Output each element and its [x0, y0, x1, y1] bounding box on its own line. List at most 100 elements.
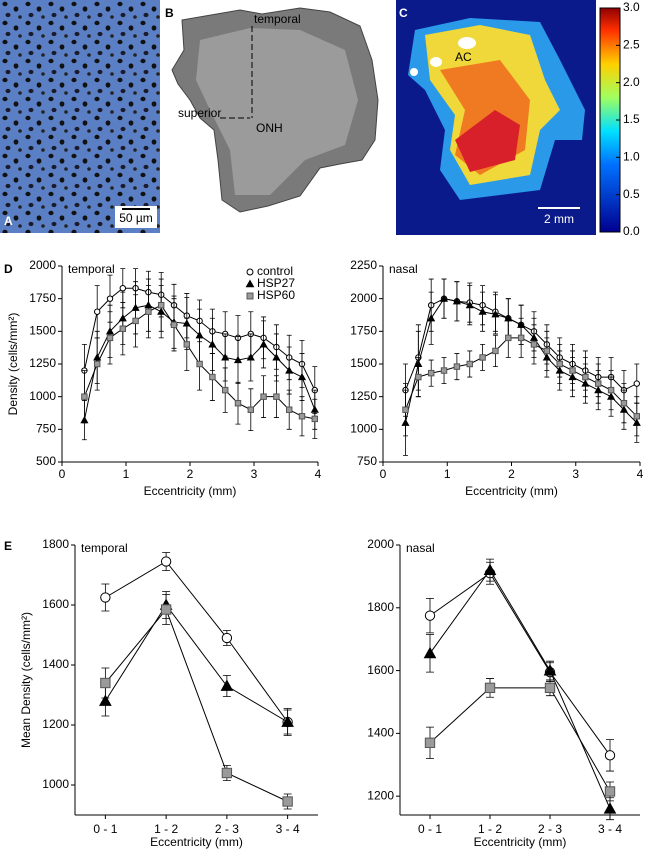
colorbar-tick-label: 0.0: [623, 224, 640, 238]
x-tick-label: 0: [380, 467, 387, 481]
retina-center: [196, 28, 358, 195]
colorbar-tick-label: 3.0: [623, 0, 640, 14]
annotation: superior: [178, 106, 221, 120]
x-tick-label: 0: [59, 467, 66, 481]
marker: [543, 664, 557, 676]
x-axis-label: Eccentricity (mm): [465, 484, 558, 498]
y-tick-label: 1200: [42, 717, 69, 731]
marker: [208, 340, 217, 348]
series-line: [104, 608, 288, 802]
marker: [273, 393, 280, 400]
marker: [478, 307, 487, 315]
marker: [234, 399, 242, 407]
x-tick-label: 4: [315, 467, 322, 481]
x-tick-label: 2 - 3: [538, 822, 562, 836]
x-tick-label: 3: [251, 467, 258, 481]
marker: [530, 341, 538, 348]
colorbar-tick-label: 1.0: [623, 150, 640, 164]
marker: [544, 682, 556, 694]
marker: [221, 632, 233, 644]
marker: [119, 284, 127, 292]
marker: [282, 796, 293, 807]
series-line: [105, 560, 289, 723]
x-tick-label: 3 - 4: [276, 822, 300, 836]
panel-label: A: [4, 214, 13, 228]
marker: [465, 300, 474, 309]
marker: [81, 393, 88, 400]
y-tick-label: 1600: [42, 597, 69, 611]
marker: [285, 406, 293, 413]
chart-title: temporal: [81, 541, 128, 555]
marker: [221, 353, 230, 361]
artifact: [430, 57, 442, 67]
marker: [479, 354, 486, 361]
x-axis-label: Eccentricity (mm): [150, 835, 243, 849]
marker: [281, 715, 294, 727]
marker: [157, 301, 165, 309]
marker: [607, 386, 615, 394]
x-axis-label: Eccentricity (mm): [474, 835, 567, 849]
x-tick-label: 3 - 4: [598, 822, 622, 836]
marker: [183, 341, 191, 348]
y-tick-label: 1500: [29, 324, 56, 338]
x-tick-label: 0 - 1: [93, 822, 117, 836]
marker: [209, 373, 216, 381]
x-tick-label: 2 - 3: [215, 822, 239, 836]
marker: [221, 767, 233, 779]
marker: [272, 353, 281, 361]
y-tick-label: 1000: [42, 777, 69, 791]
marker: [298, 413, 306, 420]
marker: [170, 321, 178, 329]
y-tick-label: 750: [357, 454, 377, 468]
x-tick-label: 2: [187, 467, 194, 481]
panel-label: B: [165, 6, 174, 20]
marker: [106, 295, 114, 302]
panel-label: E: [4, 539, 12, 553]
marker: [491, 310, 500, 318]
marker: [93, 308, 101, 315]
marker: [595, 380, 602, 387]
panel-label: C: [399, 6, 408, 20]
scale-bar-box: [115, 206, 157, 228]
marker: [424, 737, 436, 748]
legend-label: HSP27: [257, 276, 295, 290]
y-tick-label: 1400: [367, 726, 394, 740]
colorbar-tick-label: 2.0: [623, 75, 640, 89]
colorbar-tick-label: 0.5: [623, 187, 640, 201]
annotation: ONH: [256, 121, 283, 135]
artifact: [410, 68, 418, 76]
x-tick-label: 1 - 2: [478, 822, 502, 836]
y-tick-label: 1250: [350, 389, 377, 403]
marker: [247, 406, 255, 413]
marker: [423, 646, 437, 659]
x-tick-label: 2: [508, 467, 515, 481]
y-tick-label: 750: [36, 422, 56, 436]
marker: [483, 563, 497, 576]
marker: [505, 334, 512, 342]
marker: [246, 268, 254, 276]
marker: [246, 353, 255, 361]
series-line: [429, 569, 611, 809]
artifact: [458, 37, 476, 49]
marker: [517, 334, 525, 342]
marker: [569, 367, 576, 374]
colorbar-tick-label: 2.5: [623, 38, 640, 52]
marker: [160, 556, 172, 567]
marker: [556, 360, 563, 368]
marker: [119, 325, 127, 332]
marker: [246, 292, 254, 300]
series-line: [104, 604, 288, 723]
marker: [440, 367, 448, 374]
x-tick-label: 1: [444, 467, 451, 481]
y-tick-label: 1400: [42, 657, 69, 671]
marker: [620, 399, 628, 407]
series-line: [429, 687, 611, 792]
marker: [427, 369, 435, 377]
scale-bar-label: 50 µm: [119, 211, 153, 225]
panel-label: D: [4, 262, 13, 276]
y-tick-label: 2000: [350, 291, 377, 305]
annotation: AC: [455, 50, 472, 64]
marker: [132, 317, 139, 325]
marker: [439, 294, 449, 302]
